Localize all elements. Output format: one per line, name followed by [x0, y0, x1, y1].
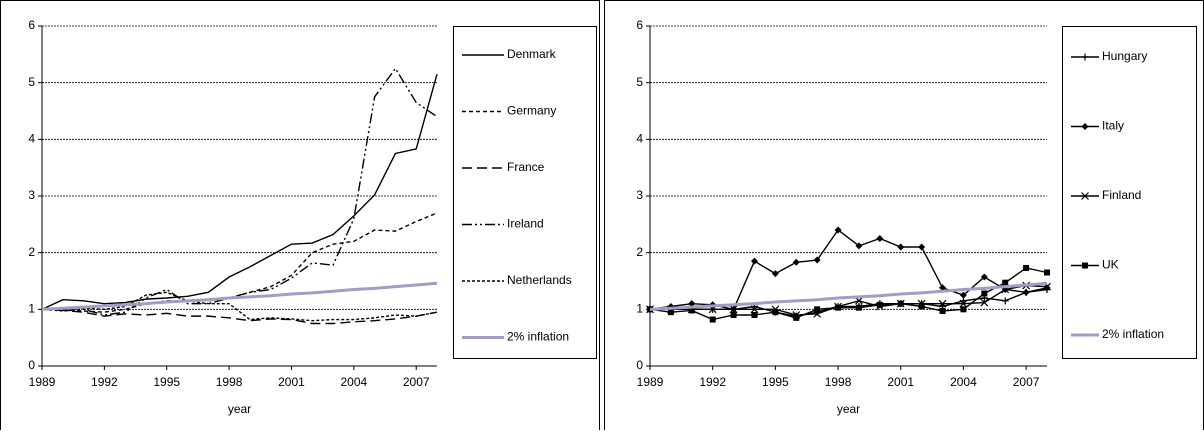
x-tick-label: 1995 [153, 375, 180, 389]
series-line [650, 284, 1048, 316]
legend-marker [1081, 53, 1089, 61]
x-tick-label: 1998 [825, 375, 852, 389]
marker [897, 243, 905, 251]
marker [709, 316, 716, 323]
marker [688, 300, 696, 308]
legend-marker [1082, 262, 1088, 269]
y-tick-label: 6 [636, 18, 643, 32]
y-tick-label: 4 [636, 132, 643, 146]
legend-box [453, 26, 597, 359]
marker [980, 273, 988, 281]
marker [1044, 269, 1050, 276]
x-axis-label: year [228, 402, 251, 416]
legend-label: Germany [507, 104, 556, 118]
marker [814, 306, 821, 313]
legend-label: Denmark [507, 47, 557, 61]
y-tick-label: 5 [28, 75, 35, 89]
x-axis-label: year [837, 402, 860, 416]
y-tick-label: 4 [28, 132, 35, 146]
series-line [41, 281, 438, 311]
y-tick-label: 3 [28, 188, 35, 202]
marker [939, 308, 946, 315]
marker [918, 243, 926, 251]
legend-label: 2% inflation [1102, 327, 1164, 341]
marker [729, 305, 738, 314]
marker [918, 303, 925, 310]
marker [855, 304, 862, 311]
marker [855, 296, 863, 305]
series-line [41, 308, 438, 325]
x-tick-label: 2001 [278, 375, 305, 389]
y-tick-label: 0 [636, 358, 643, 372]
marker [981, 290, 988, 297]
marker [939, 284, 947, 292]
x-tick-label: 2004 [340, 375, 367, 389]
x-tick-label: 1998 [216, 375, 243, 389]
panel-frame [0, 0, 600, 435]
marker [959, 291, 967, 299]
marker [750, 305, 759, 314]
marker [960, 306, 967, 313]
legend-marker [1081, 123, 1089, 130]
marker [876, 235, 884, 242]
x-tick-label: 1989 [29, 375, 56, 389]
legend-label: 2% inflation [507, 330, 569, 344]
legend-label: Netherlands [507, 273, 572, 287]
y-tick-label: 6 [28, 18, 35, 32]
marker [771, 270, 779, 278]
legend-box [1062, 26, 1197, 359]
marker [750, 257, 758, 265]
y-tick-label: 2 [636, 245, 643, 259]
y-tick-label: 0 [28, 358, 35, 372]
marker [876, 301, 883, 308]
marker [897, 300, 904, 307]
marker [835, 304, 842, 311]
legend-label: Finland [1102, 188, 1141, 202]
legend-label: Ireland [507, 217, 544, 231]
marker [793, 314, 800, 321]
x-tick-label: 1992 [699, 375, 726, 389]
marker [938, 299, 947, 308]
marker [792, 258, 800, 266]
y-tick-label: 3 [636, 188, 643, 202]
series-line [41, 67, 438, 316]
legend-label: France [507, 160, 545, 174]
x-tick-label: 2001 [887, 375, 914, 389]
marker [834, 226, 842, 234]
marker [667, 309, 674, 316]
marker [959, 299, 968, 308]
marker [1002, 279, 1009, 286]
x-tick-label: 2004 [950, 375, 977, 389]
marker [980, 298, 989, 307]
y-tick-label: 2 [28, 245, 35, 259]
series-line [649, 267, 1048, 321]
y-tick-label: 5 [636, 75, 643, 89]
legend-marker [1081, 192, 1089, 200]
marker [813, 256, 821, 264]
x-tick-label: 2007 [403, 375, 430, 389]
marker [730, 312, 737, 318]
marker [1022, 288, 1030, 296]
marker [1023, 264, 1030, 271]
x-tick-label: 1989 [637, 375, 664, 389]
legend-label: Hungary [1102, 49, 1147, 63]
y-tick-label: 1 [28, 302, 35, 316]
series-line [41, 73, 438, 310]
y-tick-label: 1 [636, 302, 643, 316]
x-tick-label: 1995 [762, 375, 789, 389]
marker [772, 309, 779, 316]
x-tick-label: 2007 [1013, 375, 1040, 389]
series-line [42, 291, 438, 322]
marker [751, 312, 758, 318]
marker [855, 242, 863, 250]
legend-label: Italy [1102, 119, 1124, 133]
marker [688, 307, 695, 314]
x-tick-label: 1992 [91, 375, 118, 389]
legend-label: UK [1102, 258, 1119, 272]
marker [1001, 297, 1009, 305]
series-line [649, 281, 1048, 311]
